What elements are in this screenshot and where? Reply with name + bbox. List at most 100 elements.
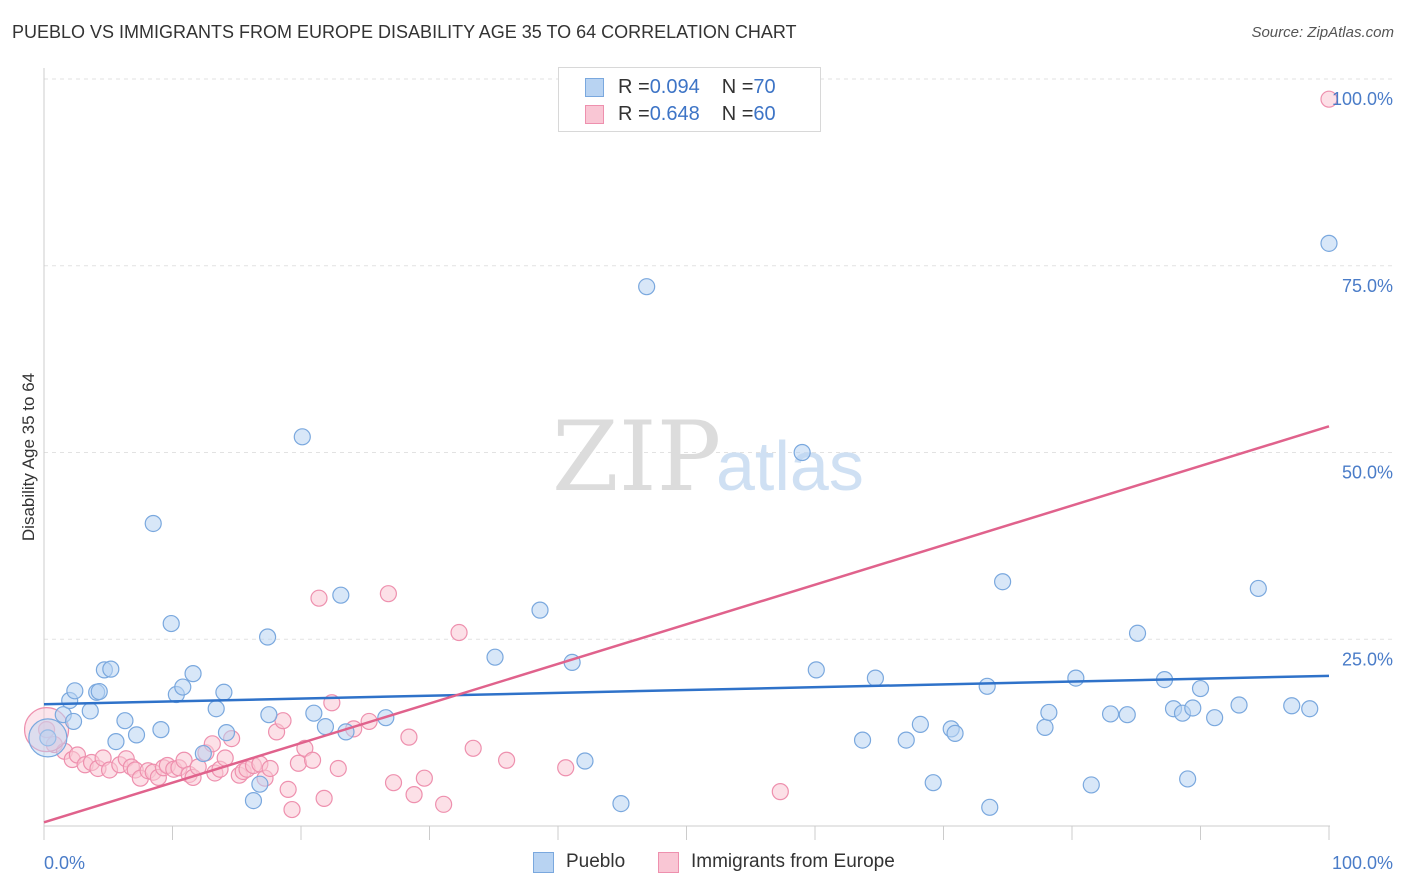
- pueblo-point: [66, 682, 84, 700]
- pueblo-point: [116, 712, 134, 730]
- pueblo-point: [215, 683, 233, 701]
- pueblo-point: [1101, 705, 1120, 723]
- pueblo-point: [217, 724, 236, 742]
- legend-swatch-pueblo: [585, 77, 604, 97]
- europe-point: [279, 780, 297, 798]
- pueblo-point: [244, 792, 263, 810]
- pueblo-point: [81, 702, 99, 720]
- watermark-zip: ZIP: [552, 401, 721, 513]
- europe-point: [498, 751, 516, 769]
- pueblo-point: [1036, 718, 1054, 736]
- pueblo-point: [638, 278, 656, 296]
- pueblo-point: [853, 731, 872, 749]
- europe-point: [315, 789, 333, 807]
- pueblo-point: [332, 586, 350, 604]
- pueblo-point: [316, 718, 335, 736]
- y-tick-label: 75.0%: [1342, 276, 1393, 296]
- pueblo-point: [305, 704, 323, 722]
- pueblo-point: [911, 715, 929, 734]
- pueblo-point: [1283, 697, 1301, 715]
- pueblo-point: [793, 443, 811, 462]
- series-legend-label-pueblo: Pueblo: [566, 851, 626, 872]
- europe-point: [329, 759, 347, 778]
- europe-point: [771, 783, 789, 801]
- pueblo-point: [184, 665, 202, 683]
- pueblo-point: [1206, 709, 1224, 727]
- y-tick-label: 25.0%: [1342, 649, 1393, 669]
- legend-r-value-europe: 0.648: [649, 102, 700, 125]
- source-label: Source: ZipAtlas.com: [1251, 24, 1394, 41]
- watermark-atlas: atlas: [716, 427, 864, 505]
- grid-layer: [44, 78, 1392, 640]
- pueblo-point: [1191, 679, 1210, 698]
- pueblo-point: [1230, 696, 1248, 714]
- watermark: ZIP atlas: [552, 401, 864, 513]
- legend-n-value-pueblo: 70: [753, 75, 776, 98]
- europe-point: [464, 739, 482, 757]
- pueblo-point: [102, 660, 120, 678]
- correlation-legend: R = 0.094 N = 70 R = 0.648 N = 60: [558, 67, 821, 132]
- europe-point: [261, 759, 279, 778]
- pueblo-point: [1320, 234, 1338, 252]
- europe-point: [289, 754, 308, 772]
- pueblo-point: [251, 775, 269, 793]
- europe-point: [310, 589, 328, 607]
- pueblo-point: [1082, 776, 1100, 794]
- pueblo-point: [1067, 669, 1085, 687]
- legend-swatch-europe: [585, 104, 604, 124]
- pueblo-point: [612, 794, 630, 813]
- pueblo-point: [486, 648, 504, 666]
- series-legend-europe: Immigrants from Europe: [658, 851, 895, 873]
- pueblo-point: [576, 752, 594, 770]
- y-tick-label: 50.0%: [1342, 463, 1393, 483]
- pueblo-point: [866, 669, 884, 687]
- europe-point: [1320, 90, 1338, 108]
- pueblo-point: [174, 678, 192, 696]
- pueblo-point: [64, 712, 83, 731]
- tick-labels: 25.0% 50.0% 75.0% 100.0% 0.0% 100.0%: [44, 89, 1393, 873]
- pueblo-point: [1179, 770, 1197, 788]
- legend-n-value-europe: 60: [753, 102, 776, 125]
- legend-n-label: N =: [721, 75, 754, 98]
- legend-r-label: R =: [618, 75, 650, 98]
- series-legend-label-europe: Immigrants from Europe: [691, 851, 895, 872]
- trend-lines: [43, 425, 1330, 824]
- pueblo-point: [107, 732, 125, 751]
- pueblo-point: [127, 726, 146, 744]
- series-legend: Pueblo Immigrants from Europe: [0, 851, 1406, 879]
- europe-point: [303, 751, 322, 769]
- pueblo-point: [152, 721, 170, 739]
- pueblo-point: [1301, 700, 1319, 718]
- series-legend-pueblo: Pueblo: [533, 851, 625, 873]
- pueblo-point: [994, 573, 1012, 591]
- pueblo-point: [1118, 706, 1136, 724]
- pueblo-point: [144, 514, 162, 533]
- legend-r-value-pueblo: 0.094: [649, 75, 700, 98]
- legend-r-label: R =: [618, 102, 650, 125]
- series-pueblo-points: [28, 234, 1338, 816]
- pueblo-point-cluster: [28, 718, 68, 758]
- europe-point: [415, 769, 433, 787]
- pueblo-point: [258, 628, 277, 646]
- pueblo-point: [897, 731, 915, 749]
- europe-point: [400, 728, 418, 746]
- chart-title: PUEBLO VS IMMIGRANTS FROM EUROPE DISABIL…: [12, 22, 797, 42]
- series-legend-swatch-europe: [658, 851, 679, 873]
- pueblo-point: [207, 700, 225, 718]
- y-tick-label: 100.0%: [1332, 89, 1393, 109]
- pueblo-point: [39, 729, 57, 747]
- pueblo-point: [194, 744, 212, 763]
- legend-row-pueblo: R = 0.094 N = 70: [585, 74, 776, 100]
- pueblo-point: [162, 614, 180, 633]
- europe-point: [435, 795, 453, 813]
- europe-point: [379, 585, 397, 603]
- pueblo-point: [1040, 703, 1058, 722]
- axis-layer: [43, 68, 1330, 840]
- legend-n-label: N =: [721, 102, 754, 125]
- pueblo-point: [981, 798, 999, 816]
- pueblo-point: [293, 428, 311, 446]
- pueblo-point: [1128, 624, 1147, 642]
- legend-row-europe: R = 0.648 N = 60: [585, 101, 776, 127]
- pueblo-point: [807, 661, 825, 679]
